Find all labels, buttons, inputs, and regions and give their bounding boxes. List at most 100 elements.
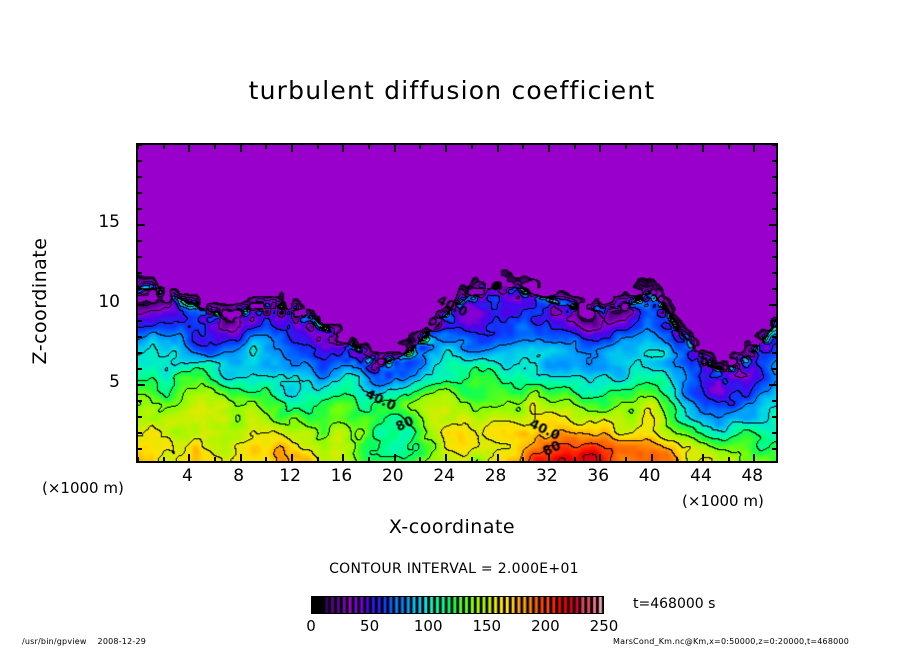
y-tick [769, 304, 776, 306]
x-tick [138, 457, 139, 461]
x-axis-unit: (×1000 m) [682, 492, 764, 510]
colorbar[interactable] [311, 596, 604, 614]
y-tick [772, 336, 776, 338]
y-tick [772, 208, 776, 210]
x-tick-label: 44 [690, 466, 712, 486]
footer-date: 2008-12-29 [97, 637, 147, 646]
x-tick [291, 454, 294, 461]
colorbar-tick-label: 50 [360, 617, 380, 635]
plot-area[interactable] [136, 143, 778, 463]
x-tick [727, 145, 730, 149]
x-tick [676, 457, 679, 461]
x-tick [239, 145, 242, 152]
y-tick-label: 5 [109, 372, 120, 392]
page-title: turbulent diffusion coefficient [248, 76, 656, 105]
y-tick [772, 145, 776, 146]
x-tick [599, 145, 602, 152]
y-tick [138, 416, 142, 418]
y-tick [138, 320, 142, 322]
y-tick [769, 384, 776, 386]
x-tick [265, 457, 268, 461]
x-tick [522, 145, 525, 149]
y-tick [772, 400, 776, 402]
x-tick [419, 457, 422, 461]
x-tick [214, 145, 217, 149]
x-tick [291, 145, 294, 152]
x-tick-label: 32 [536, 466, 558, 486]
x-tick [753, 145, 756, 152]
x-tick [445, 145, 448, 152]
y-tick [138, 336, 142, 338]
y-tick [138, 432, 142, 434]
x-tick [214, 457, 217, 461]
y-tick [772, 288, 776, 290]
y-tick [138, 145, 142, 146]
y-tick [772, 256, 776, 258]
x-tick-label: 4 [181, 466, 193, 486]
x-tick [522, 457, 525, 461]
footer-command: /usr/bin/gpview 2008-12-29 [22, 637, 146, 646]
y-tick [138, 208, 142, 210]
y-axis-unit: (×1000 m) [42, 479, 124, 497]
x-tick [470, 145, 473, 149]
x-tick [162, 145, 165, 149]
x-tick [393, 454, 396, 461]
x-tick [599, 454, 602, 461]
y-tick [138, 192, 142, 194]
x-tick [316, 145, 319, 149]
y-tick [772, 272, 776, 274]
time-label: t=468000 s [633, 596, 716, 612]
x-tick-label: 40 [638, 466, 661, 486]
x-tick [701, 454, 704, 461]
y-tick [772, 176, 776, 178]
x-tick-label: 12 [279, 466, 301, 486]
footer-command-path: /usr/bin/gpview [22, 637, 87, 646]
x-tick [573, 457, 576, 461]
x-tick [496, 454, 499, 461]
colorbar-tick-label: 200 [531, 617, 560, 635]
x-tick [419, 145, 422, 149]
y-tick [138, 160, 142, 162]
x-tick [138, 145, 139, 149]
y-tick [772, 416, 776, 418]
colorbar-tick-label: 100 [413, 617, 443, 635]
x-tick [316, 457, 319, 461]
x-tick [624, 457, 627, 461]
y-tick [138, 368, 142, 370]
x-tick [239, 454, 242, 461]
y-tick [772, 352, 776, 354]
y-tick [772, 160, 776, 162]
x-tick-label: 24 [433, 466, 455, 486]
y-tick [138, 400, 142, 402]
contour-field [138, 145, 776, 461]
x-tick [496, 145, 499, 152]
x-tick [445, 454, 448, 461]
x-tick [624, 145, 627, 149]
x-tick [727, 457, 730, 461]
y-tick [138, 224, 145, 226]
x-tick-label: 28 [484, 466, 507, 486]
x-tick [368, 145, 371, 149]
y-tick [772, 368, 776, 370]
y-tick [138, 384, 145, 386]
colorbar-tick-label: 250 [589, 617, 619, 635]
colorbar-tick-label: 0 [306, 617, 316, 635]
y-tick [772, 240, 776, 242]
x-tick [573, 145, 576, 149]
y-tick [769, 224, 776, 226]
contour-interval-label: CONTOUR INTERVAL = 2.000E+01 [329, 561, 579, 577]
x-tick-label: 36 [587, 466, 610, 486]
x-tick [676, 145, 679, 149]
colorbar-tick-label: 150 [472, 617, 502, 635]
x-tick [188, 454, 191, 461]
y-tick [138, 176, 142, 178]
y-tick [138, 288, 142, 290]
x-axis-title: X-coordinate [388, 516, 516, 538]
y-tick [772, 432, 776, 434]
x-tick [265, 145, 268, 149]
x-tick-label: 20 [381, 466, 404, 486]
y-tick [772, 448, 776, 450]
x-tick [470, 457, 473, 461]
x-tick [162, 457, 165, 461]
x-tick [650, 454, 653, 461]
